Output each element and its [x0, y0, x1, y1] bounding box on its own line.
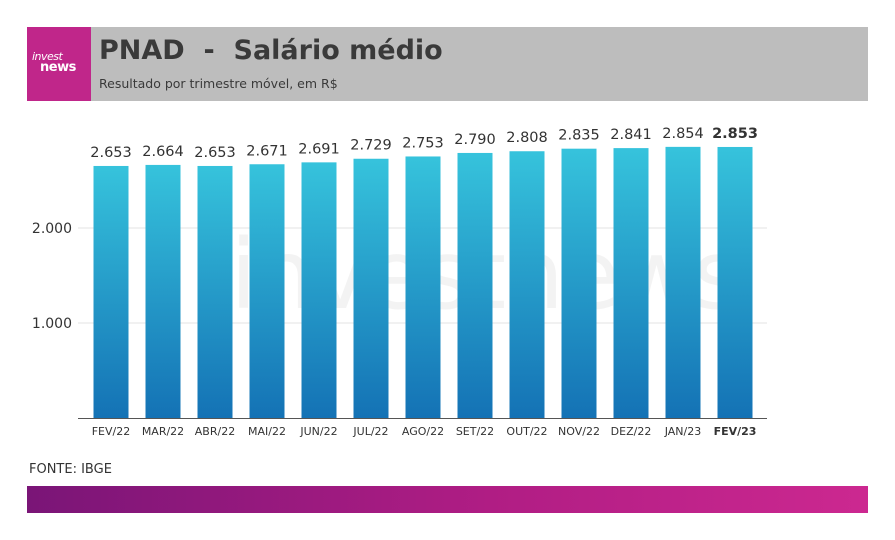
value-label: 2.653 [90, 145, 132, 161]
bar-fev-22 [93, 165, 129, 418]
bar-jan-23 [665, 146, 701, 418]
x-tick-label: FEV/23 [714, 425, 757, 438]
x-tick-label: MAR/22 [142, 425, 184, 438]
bar-out-22 [509, 151, 545, 419]
logo-text-invest: invest [32, 50, 63, 63]
value-label: 2.653 [194, 145, 236, 161]
bar-dez-22 [613, 148, 649, 419]
x-tick-label: FEV/22 [92, 425, 131, 438]
x-tick-label: OUT/22 [506, 425, 547, 438]
investnews-logo: invest news [27, 27, 91, 101]
value-label: 2.790 [454, 132, 496, 148]
logo-text-news: news [40, 60, 76, 75]
y-tick-label: 1.000 [32, 316, 72, 332]
bar-mar-22 [145, 164, 181, 418]
value-label: 2.729 [350, 138, 392, 154]
value-label: 2.691 [298, 141, 340, 157]
source-note: FONTE: IBGE [29, 462, 112, 477]
x-tick-label: SET/22 [456, 425, 494, 438]
y-tick-label: 2.000 [32, 221, 72, 237]
value-label: 2.664 [142, 144, 184, 160]
value-label: 2.854 [662, 126, 704, 142]
bar-jul-22 [353, 158, 389, 418]
x-tick-label: DEZ/22 [611, 425, 652, 438]
x-tick-label: ABR/22 [195, 425, 235, 438]
value-label: 2.753 [402, 135, 444, 151]
value-labels: 2.653 2.664 2.653 2.671 2.691 2.729 2.753 2.790… [90, 126, 758, 161]
chart-title: PNAD - Salário médio [99, 35, 443, 66]
chart-subtitle: Resultado por trimestre móvel, em R$ [99, 76, 338, 91]
bar-nov-22 [561, 148, 597, 419]
value-label: 2.671 [246, 143, 288, 159]
x-tick-label: NOV/22 [558, 425, 600, 438]
bar-ago-22 [405, 156, 441, 418]
x-axis-labels: FEV/22 MAR/22 ABR/22 MAI/22 JUN/22 JUL/22 AGO/… [92, 425, 757, 438]
bar-abr-22 [197, 165, 233, 418]
bar-set-22 [457, 152, 493, 418]
bars [93, 146, 753, 419]
y-axis-labels: 1.000 2.000 [32, 221, 72, 332]
bar-mai-22 [249, 164, 285, 418]
value-label: 2.841 [610, 127, 652, 143]
x-tick-label: JAN/23 [664, 425, 702, 438]
x-tick-label: MAI/22 [248, 425, 286, 438]
bar-fev-23 [717, 146, 753, 418]
bar-jun-22 [301, 162, 337, 418]
x-tick-label: JUN/22 [299, 425, 337, 438]
value-label: 2.835 [558, 128, 600, 144]
footer-gradient-bar [27, 486, 868, 513]
chart-header: invest news PNAD - Salário médio Resulta… [27, 27, 868, 101]
value-label: 2.853 [712, 126, 758, 142]
x-tick-label: JUL/22 [352, 425, 388, 438]
x-tick-label: AGO/22 [402, 425, 444, 438]
value-label: 2.808 [506, 130, 548, 146]
